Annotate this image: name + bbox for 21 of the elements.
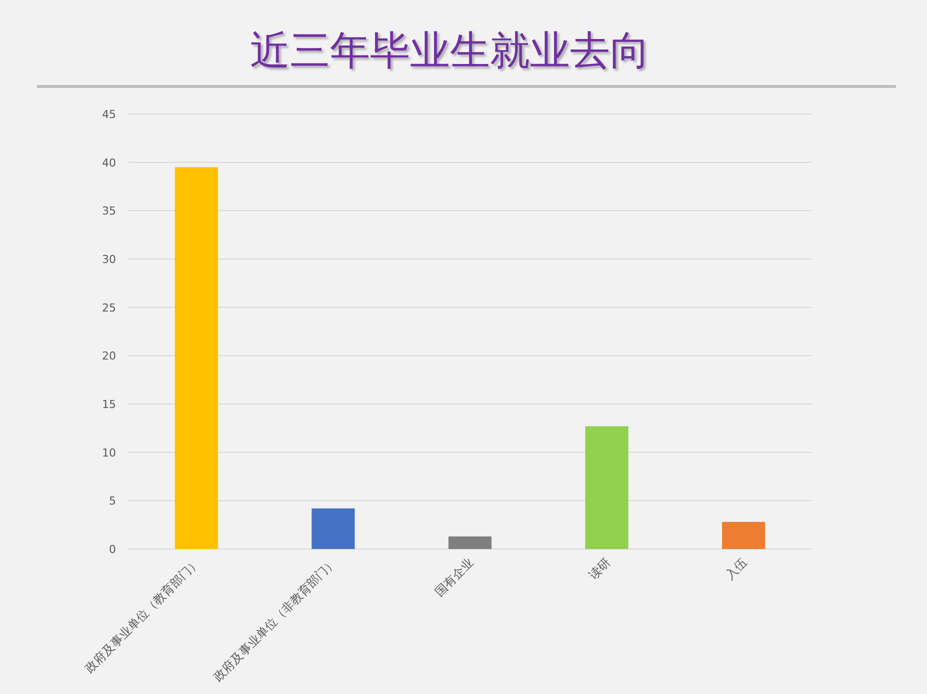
bar <box>585 426 628 549</box>
y-tick-label: 35 <box>102 204 116 218</box>
y-tick-label: 10 <box>102 446 116 460</box>
bar <box>722 522 766 549</box>
y-tick-label: 30 <box>102 253 116 266</box>
title: 近三年毕业生就业去向 <box>250 28 650 74</box>
bar <box>174 167 218 549</box>
y-tick-label: 25 <box>102 301 116 314</box>
y-tick-label: 5 <box>109 494 116 508</box>
x-tick-label: 读研 <box>586 555 613 582</box>
y-tick-label: 15 <box>102 398 116 411</box>
bar <box>312 508 355 549</box>
x-tick-label: 入伍 <box>722 555 750 582</box>
bar <box>448 536 492 549</box>
y-tick-label: 20 <box>102 350 116 363</box>
y-tick-label: 0 <box>109 543 116 556</box>
y-tick-label: 40 <box>102 156 116 170</box>
x-tick-label: 政府及事业单位（教育部门） <box>82 555 203 676</box>
y-tick-label: 45 <box>102 108 116 121</box>
x-tick-label: 政府及事业单位（非教育部门） <box>210 555 340 684</box>
x-tick-label: 国有企业 <box>432 555 476 600</box>
